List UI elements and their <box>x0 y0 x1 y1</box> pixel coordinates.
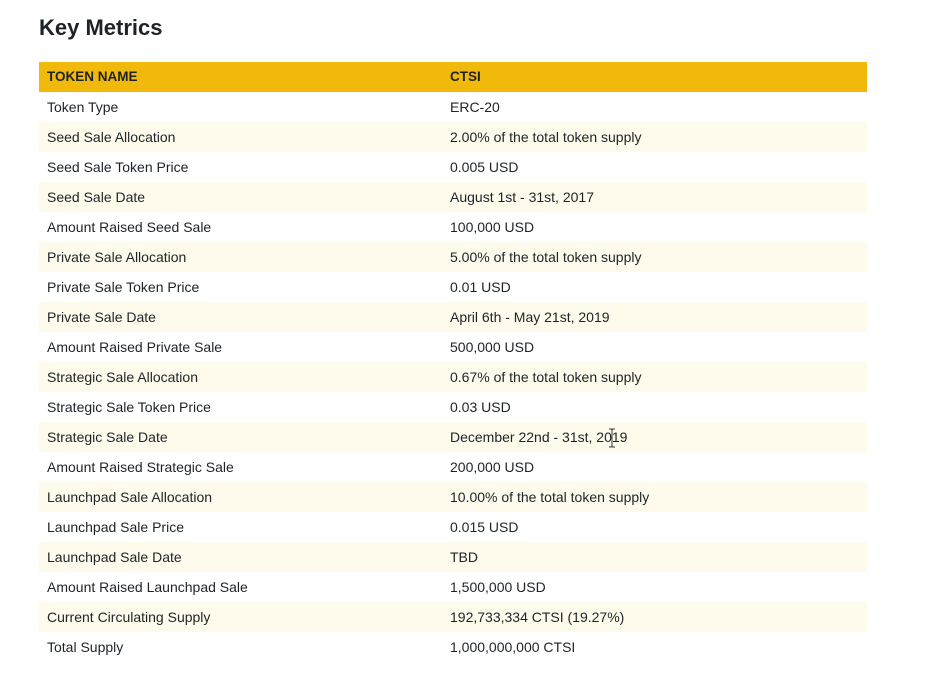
metric-value: 500,000 USD <box>450 339 535 355</box>
table-row: Amount Raised Seed Sale 100,000 USD <box>39 212 867 242</box>
metric-label: Current Circulating Supply <box>47 609 211 625</box>
metric-label: Launchpad Sale Price <box>47 519 184 535</box>
header-token-symbol: CTSI <box>450 69 481 84</box>
metric-value: August 1st - 31st, 2017 <box>450 189 594 205</box>
table-row: Amount Raised Strategic Sale 200,000 USD <box>39 452 867 482</box>
metric-value: 0.67% of the total token supply <box>450 369 642 385</box>
metric-label: Private Sale Allocation <box>47 249 187 265</box>
table-row: Amount Raised Private Sale 500,000 USD <box>39 332 867 362</box>
metric-value: 0.005 USD <box>450 159 519 175</box>
metric-label: Seed Sale Allocation <box>47 129 176 145</box>
metric-value: 10.00% of the total token supply <box>450 489 650 505</box>
metric-label: Total Supply <box>47 639 124 655</box>
metric-value: 0.03 USD <box>450 399 511 415</box>
metric-value: 1,000,000,000 CTSI <box>450 639 576 655</box>
metric-value: ERC-20 <box>450 99 500 115</box>
page-title: Key Metrics <box>39 15 163 40</box>
table-row: Token Type ERC-20 <box>39 92 867 122</box>
table-row: Private Sale Token Price 0.01 USD <box>39 272 867 302</box>
table-row: Amount Raised Launchpad Sale 1,500,000 US… <box>39 572 867 602</box>
metric-label: Launchpad Sale Allocation <box>47 489 213 505</box>
metric-value: 5.00% of the total token supply <box>450 249 642 265</box>
table-row: Seed Sale Token Price 0.005 USD <box>39 152 867 182</box>
table-row: Current Circulating Supply 192,733,334 CT… <box>39 602 867 632</box>
key-metrics-table: TOKEN NAME CTSI Token Type ERC-20 Seed Sal… <box>39 62 867 662</box>
metric-label: Amount Raised Private Sale <box>47 339 223 355</box>
metric-label: Private Sale Date <box>47 309 156 325</box>
metric-label: Strategic Sale Token Price <box>47 399 211 415</box>
table-row: Launchpad Sale Allocation 10.00% of the t… <box>39 482 867 512</box>
table-row: Private Sale Date April 6th - May 21st, 2… <box>39 302 867 332</box>
table-row: Seed Sale Date August 1st - 31st, 2017 <box>39 182 867 212</box>
metric-label: Strategic Sale Allocation <box>47 369 198 385</box>
metric-value: 0.01 USD <box>450 279 511 295</box>
table-row: Strategic Sale Allocation 0.67% of the to… <box>39 362 867 392</box>
table-row: Strategic Sale Date December 22nd - 31st,… <box>39 422 867 452</box>
metric-value: 0.015 USD <box>450 519 519 535</box>
metric-label: Amount Raised Strategic Sale <box>47 459 234 475</box>
table-row: Seed Sale Allocation 2.00% of the total t… <box>39 122 867 152</box>
metric-value: April 6th - May 21st, 2019 <box>450 309 610 325</box>
header-token-name: TOKEN NAME <box>47 69 138 84</box>
metric-label: Amount Raised Seed Sale <box>47 219 212 235</box>
metric-label: Strategic Sale Date <box>47 429 168 445</box>
metric-value: 192,733,334 CTSI (19.27%) <box>450 609 625 625</box>
table-row: Launchpad Sale Date TBD <box>39 542 867 572</box>
metric-value: 200,000 USD <box>450 459 535 475</box>
metric-value: 100,000 USD <box>450 219 535 235</box>
metric-label: Private Sale Token Price <box>47 279 200 295</box>
table-header-row: TOKEN NAME CTSI <box>39 62 867 92</box>
table-body: Token Type ERC-20 Seed Sale Allocation 2.00… <box>39 92 867 662</box>
metric-label: Seed Sale Date <box>47 189 146 205</box>
table-row: Private Sale Allocation 5.00% of the tota… <box>39 242 867 272</box>
metric-label: Amount Raised Launchpad Sale <box>47 579 248 595</box>
metric-value: December 22nd - 31st, 2019 <box>450 429 628 445</box>
metric-value: 2.00% of the total token supply <box>450 129 642 145</box>
table-row: Strategic Sale Token Price 0.03 USD <box>39 392 867 422</box>
metric-label: Seed Sale Token Price <box>47 159 189 175</box>
metric-label: Token Type <box>47 99 119 115</box>
metric-value: TBD <box>450 549 478 565</box>
metric-label: Launchpad Sale Date <box>47 549 182 565</box>
table-row: Total Supply 1,000,000,000 CTSI <box>39 632 867 662</box>
table-row: Launchpad Sale Price 0.015 USD <box>39 512 867 542</box>
metric-value: 1,500,000 USD <box>450 579 546 595</box>
